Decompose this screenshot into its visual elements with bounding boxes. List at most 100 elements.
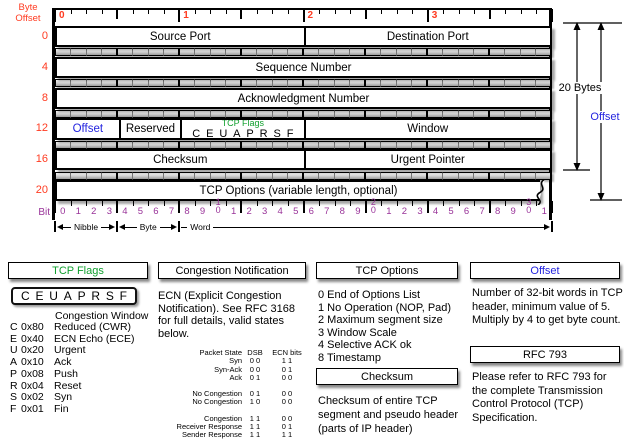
- flag-letter: S: [105, 289, 114, 303]
- bit-strip-cell: [319, 79, 335, 87]
- row-offset-label: 12: [35, 122, 48, 134]
- bit-strip-cell: [349, 110, 366, 118]
- bit-number: 1: [386, 206, 392, 217]
- bit-strip-cell: [535, 172, 552, 180]
- byte-number: 0: [59, 10, 65, 21]
- bit-strip: [55, 172, 552, 180]
- bit-strip-cell: [304, 110, 320, 118]
- bit-strip-cell: [319, 141, 335, 149]
- bit-strip-cell: [257, 141, 273, 149]
- unit-boundary-bar: [178, 221, 181, 232]
- bit-strip-cell: [195, 172, 211, 180]
- tcp-flags-cell-title: TCP Flags: [221, 120, 265, 128]
- arrowhead-up-icon: [573, 22, 581, 30]
- bit-number: 8: [494, 206, 501, 217]
- bit-strip-cell: [443, 48, 459, 56]
- bit-strip-cell: [242, 141, 258, 149]
- bit-strip-cell: [505, 110, 521, 118]
- bit-strip-cell: [520, 48, 536, 56]
- bit-ruler-tick: [381, 201, 383, 206]
- bit-strip-cell: [349, 48, 366, 56]
- bit-ruler-tick: [334, 201, 336, 206]
- unit-arrow-label: Word: [190, 222, 211, 232]
- bit-strip-cell: [349, 141, 366, 149]
- bit-number: 4: [122, 206, 128, 217]
- bit-strip-cell: [118, 48, 134, 56]
- field-checksum: Checksum: [57, 151, 304, 168]
- bit-ruler-tick: [86, 201, 88, 206]
- bit-strip-cell: [56, 141, 72, 149]
- field-tcp-options-variable-length-optional: TCP Options (variable length, optional): [57, 182, 540, 199]
- bit-strip-cell: [334, 141, 350, 149]
- tcp-option-item: 1 No Operation (NOP, Pad): [318, 301, 452, 314]
- bit-number: 8: [184, 206, 190, 217]
- field-label: Reserved: [125, 123, 176, 135]
- bit-strip-cell: [411, 79, 428, 87]
- flag-letter: P: [246, 127, 254, 138]
- bit-strip-cell: [71, 172, 87, 180]
- flag-name: Fin: [54, 402, 69, 415]
- bit-number: 5: [448, 206, 454, 217]
- ruler-tick: [225, 9, 227, 14]
- flag-letter: C: [10, 321, 18, 333]
- row-offset-label: 0: [41, 30, 48, 42]
- unit-boundary-bar: [551, 221, 553, 232]
- bit-strip-cell: [86, 172, 102, 180]
- bit-ruler-tick: [194, 201, 196, 206]
- bit-strip-cell: [319, 48, 335, 56]
- bit-strip-cell: [272, 48, 288, 56]
- packet-state-cell: Syn-Ack: [214, 364, 242, 374]
- bit-ruler-tick: [210, 201, 212, 206]
- bit-strip-cell: [396, 110, 412, 118]
- bit-number: 3: [106, 206, 112, 217]
- bit-strip-cell: [101, 79, 118, 87]
- bit-ruler-tick: [302, 201, 305, 213]
- byte-number: 1: [183, 10, 189, 21]
- bit-strip-cell: [86, 48, 102, 56]
- bit-strip-cell: [473, 48, 490, 56]
- flag-name: Ack: [54, 356, 72, 369]
- bit-number: 9: [355, 206, 361, 217]
- row-offset-label: 20: [35, 184, 48, 196]
- arrowhead-right-icon: [544, 224, 550, 230]
- torn-edge-icon: [536, 180, 545, 205]
- bit-ruler-tick: [458, 201, 460, 206]
- flag-letter: U: [49, 289, 58, 303]
- ruler-tick: [412, 9, 414, 14]
- bit-strip-cell: [118, 110, 134, 118]
- field-destination-port: Destination Port: [303, 28, 551, 45]
- ruler-tick: [287, 9, 289, 14]
- bit-strip-cell: [366, 141, 382, 149]
- bit-strip-cell: [366, 79, 382, 87]
- ruler-tick: [364, 9, 367, 19]
- field-row: Checksum Urgent Pointer: [55, 149, 552, 170]
- flag-letter: P: [77, 289, 86, 303]
- field-urgent-pointer: Urgent Pointer: [303, 151, 551, 168]
- bit-strip-cell: [287, 141, 304, 149]
- offset-description: Number of 32-bit words in TCP header, mi…: [472, 287, 623, 326]
- bit-strip-cell: [443, 79, 459, 87]
- bit-number-digit: 0: [370, 204, 376, 215]
- rfc-description: Please refer to RFC 793 for the complete…: [472, 371, 607, 424]
- field-row: Source Port Destination Port: [55, 26, 552, 47]
- flag-hex: 0x01: [21, 402, 44, 415]
- bit-strip-cell: [148, 110, 164, 118]
- bit-strip-cell: [396, 79, 412, 87]
- arrow-line: [159, 226, 172, 228]
- arrowhead-up-icon: [597, 22, 605, 30]
- bit-strip-cell: [505, 141, 521, 149]
- unit-arrow-word: Word: [181, 222, 550, 232]
- packet-state-cell: Congestion: [204, 413, 242, 423]
- bit-strip-cell: [505, 48, 521, 56]
- flag-letter: S: [10, 391, 18, 404]
- bit-ruler-tick: [364, 201, 367, 213]
- bit-strip-cell: [56, 48, 72, 56]
- ruler-tick: [256, 9, 258, 14]
- ruler-tick: [520, 9, 522, 14]
- checksum-legend-title: Checksum: [316, 368, 458, 385]
- ecn-states-table: Packet State DSB ECN bits Syn 0 0 1 1 Syn-Ack 0…: [160, 348, 306, 440]
- bit-number: 1: [541, 206, 547, 217]
- flag-letter: E: [206, 127, 214, 138]
